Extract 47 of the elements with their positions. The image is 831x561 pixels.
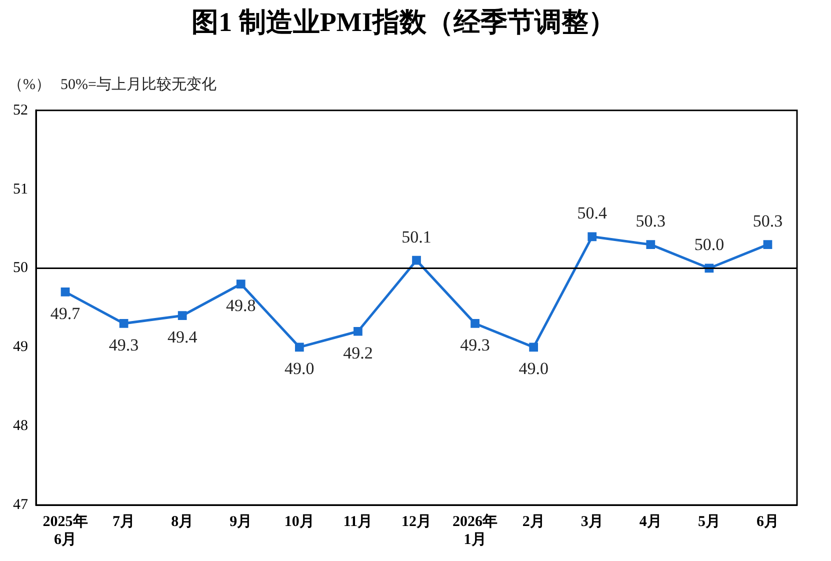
data-label: 49.3: [108, 335, 139, 354]
data-label: 49.3: [460, 335, 490, 354]
x-tick-label: 5月: [698, 514, 720, 530]
x-tick-label: 8月: [171, 514, 194, 530]
data-label: 49.0: [284, 359, 314, 378]
x-tick-label: 12月: [402, 514, 432, 530]
x-tick-label: 7月: [112, 514, 136, 530]
x-tick-label: 2月: [522, 514, 545, 530]
data-label: 49.8: [226, 296, 256, 315]
point: [236, 280, 246, 288]
point: [763, 240, 772, 249]
point: [529, 342, 538, 352]
data-label: 50.0: [694, 235, 724, 254]
x-tick-label: 9月: [230, 514, 252, 530]
point: [412, 256, 421, 265]
data-label: 50.3: [636, 212, 666, 231]
text: （%）: [8, 76, 50, 93]
data-label: 50.4: [577, 204, 608, 223]
point: [294, 342, 304, 352]
data-label: 50.1: [402, 227, 432, 246]
x-tick-label: 11月: [343, 514, 373, 530]
y-tick-label: 48: [13, 418, 28, 434]
x-tick-label: 3月: [580, 514, 604, 530]
y-tick-label: 50: [13, 260, 28, 276]
y-tick-label: 49: [13, 339, 28, 356]
y-tick-label: 52: [13, 102, 28, 118]
point: [354, 326, 362, 336]
y-tick-label: 51: [13, 181, 28, 198]
chart-title: 图1 制造业PMI指数（经季节调整）: [192, 7, 616, 38]
point: [646, 240, 656, 249]
data-label: 49.4: [167, 328, 198, 347]
point: [470, 319, 480, 328]
data-label: 49.0: [518, 359, 548, 378]
data-label: 49.2: [343, 343, 373, 362]
x-tick-label: 10月: [284, 514, 314, 530]
x-tick-label: 6月: [756, 514, 779, 530]
data-label: 50.3: [752, 212, 783, 231]
point: [178, 311, 187, 320]
text: 50%=与上月比较无变化: [60, 76, 216, 93]
y-tick-label: 47: [13, 496, 28, 513]
point: [119, 319, 128, 328]
point: [60, 287, 70, 296]
x-tick-label: 4月: [639, 514, 662, 530]
x-tick-label: 2025年 6月: [42, 512, 88, 548]
data-label: 49.7: [50, 304, 81, 323]
point: [588, 232, 597, 242]
x-tick-label: 2026年 1月: [452, 512, 498, 548]
